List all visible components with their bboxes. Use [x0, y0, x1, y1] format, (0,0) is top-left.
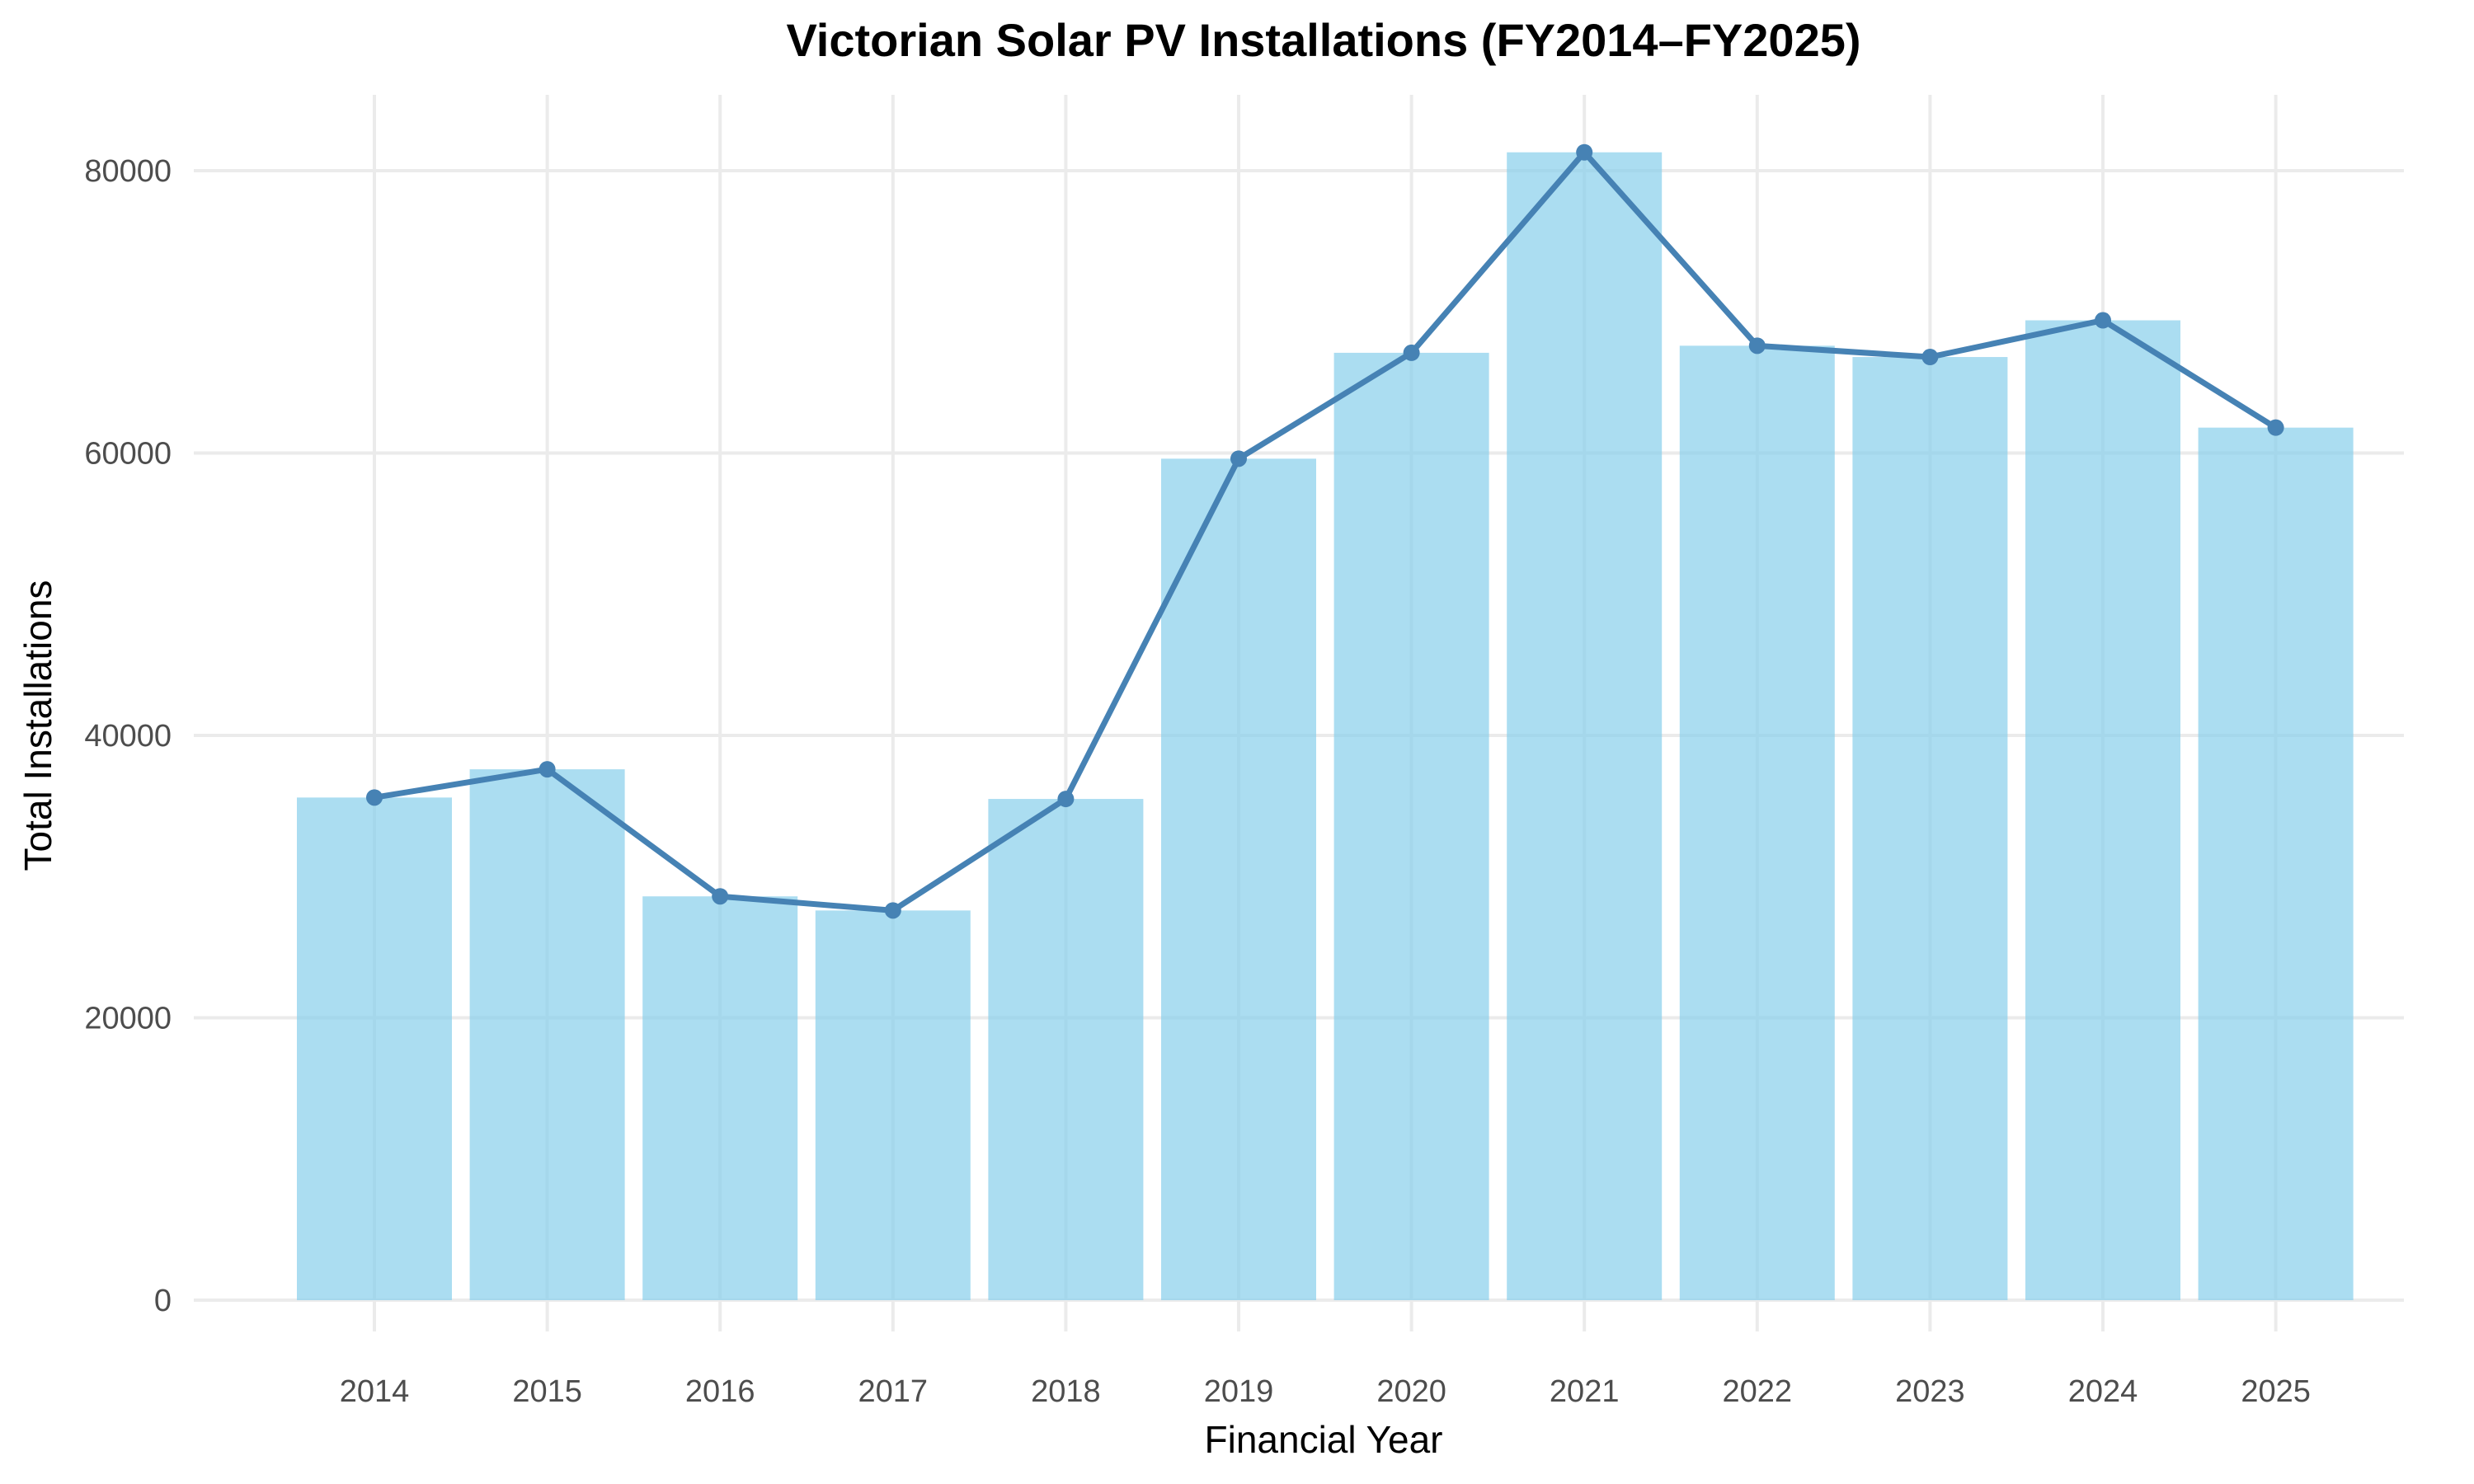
bar	[1679, 345, 1835, 1301]
y-tick-label: 80000	[84, 154, 172, 189]
x-tick-label: 2024	[2068, 1374, 2138, 1409]
x-tick-label: 2018	[1031, 1374, 1101, 1409]
x-tick-label: 2020	[1376, 1374, 1446, 1409]
trend-point	[1057, 791, 1075, 808]
y-tick-label: 20000	[84, 1002, 172, 1036]
trend-point	[1230, 450, 1247, 467]
trend-point	[1921, 349, 1939, 366]
y-tick-label: 40000	[84, 719, 172, 754]
x-tick-label: 2014	[340, 1374, 410, 1409]
x-tick-label: 2025	[2241, 1374, 2311, 1409]
bar	[297, 797, 452, 1300]
trend-point	[712, 888, 729, 905]
x-axis-label: Financial Year	[1205, 1418, 1443, 1461]
x-tick-label: 2016	[685, 1374, 755, 1409]
bar	[1333, 352, 1489, 1301]
trend-point	[1576, 143, 1593, 161]
bar	[1852, 357, 2008, 1300]
bar	[1161, 458, 1316, 1300]
trend-point	[1748, 337, 1766, 355]
x-tick-label: 2022	[1723, 1374, 1793, 1409]
x-tick-label: 2017	[858, 1374, 929, 1409]
y-axis-label: Total Installations	[16, 580, 59, 871]
x-tick-label: 2019	[1204, 1374, 1274, 1409]
y-tick-label: 0	[154, 1284, 172, 1318]
bar	[2198, 427, 2354, 1300]
chart-title: Victorian Solar PV Installations (FY2014…	[786, 14, 1860, 66]
trend-point	[539, 761, 556, 778]
trend-point	[366, 789, 383, 806]
x-tick-label: 2021	[1550, 1374, 1620, 1409]
trend-point	[2267, 419, 2284, 436]
bars	[297, 152, 2354, 1301]
x-tick-labels: 2014 2015 2016 2017 2018 2019 2020 2021 2022 2023…	[340, 1374, 2311, 1409]
bar	[2025, 320, 2180, 1300]
bar	[469, 769, 625, 1300]
trend-point	[1403, 344, 1420, 361]
bar	[815, 910, 971, 1300]
bar	[988, 799, 1144, 1300]
trend-line	[371, 149, 2279, 913]
bar	[642, 896, 798, 1300]
y-tick-label: 60000	[84, 437, 172, 472]
trend-point	[884, 902, 901, 919]
trend-points	[366, 143, 2284, 919]
x-tick-label: 2015	[512, 1374, 582, 1409]
trend-line-layer	[371, 149, 2279, 913]
y-tick-labels: 0 20000 40000 60000 80000	[84, 154, 172, 1318]
bar	[1507, 152, 1663, 1300]
x-tick-label: 2023	[1895, 1374, 1965, 1409]
trend-point	[2095, 312, 2111, 329]
